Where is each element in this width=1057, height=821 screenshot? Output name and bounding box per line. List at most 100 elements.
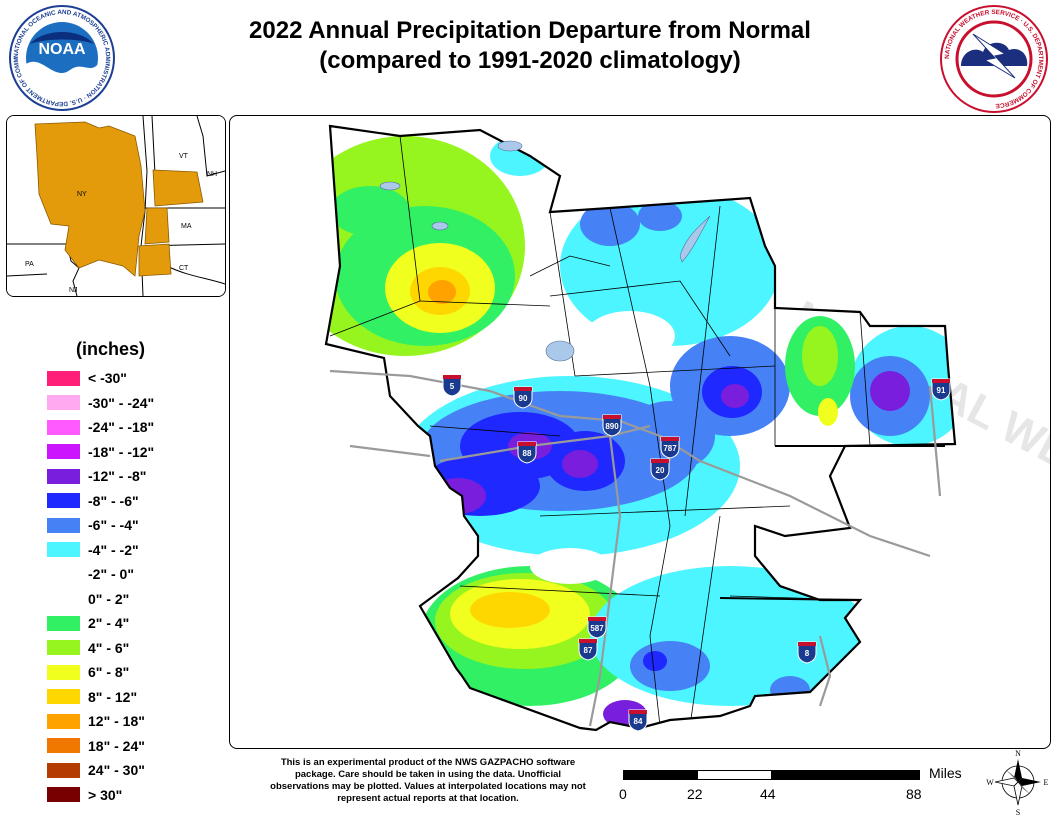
compass-w: W [986, 778, 994, 787]
legend-label: 6" - 8" [88, 664, 130, 680]
legend-swatch [47, 517, 80, 533]
legend-swatch [47, 419, 80, 435]
interstate-shield-label: 587 [590, 624, 604, 633]
legend-label: -8" - -6" [88, 492, 139, 509]
interstate-shield-label: 787 [663, 444, 677, 453]
legend-swatch [47, 395, 80, 410]
interstate-shield-label: 90 [519, 394, 528, 403]
nws-logo: NATIONAL WEATHER SERVICE · U.S. DEPARTME… [940, 5, 1048, 113]
inset-label-ma: MA [181, 223, 192, 230]
compass-s: S [1016, 808, 1020, 817]
interstate-shield-icon: 587 [587, 616, 607, 639]
legend-item: -4" - -2" [47, 539, 139, 561]
legend-swatch [47, 713, 80, 729]
legend-label: -24" - -18" [88, 419, 155, 435]
inset-label-nh: NH [207, 171, 217, 178]
legend-label: 18" - 24" [88, 737, 145, 754]
legend-swatch [47, 640, 80, 655]
inset-label-vt: VT [179, 153, 189, 160]
noaa-logo: NATIONAL OCEANIC AND ATMOSPHERIC ADMINIS… [8, 4, 115, 111]
interstate-shield-icon: 20 [650, 458, 670, 481]
legend-swatch [47, 664, 80, 680]
disclaimer: This is an experimental product of the N… [270, 757, 586, 804]
legend-label: 24" - 30" [88, 762, 145, 778]
legend-item: 24" - 30" [47, 759, 145, 781]
interstate-shield-icon: 8 [797, 641, 817, 664]
legend-label: -30" - -24" [88, 394, 155, 411]
legend-item: < -30" [47, 367, 127, 389]
interstate-shield-label: 5 [450, 382, 455, 391]
interstate-shield-icon: 890 [602, 414, 622, 437]
legend-label: < -30" [88, 370, 127, 386]
legend-swatch [47, 689, 80, 704]
legend-label: 2" - 4" [88, 615, 130, 631]
legend-swatch [47, 493, 80, 508]
legend-swatch [47, 738, 80, 753]
interstate-shield-label: 890 [605, 422, 619, 431]
legend-item: 18" - 24" [47, 735, 145, 757]
legend-swatch [47, 762, 80, 778]
interstate-shield-icon: 90 [513, 386, 533, 409]
legend-label: 4" - 6" [88, 639, 130, 656]
interstate-shield-label: 87 [584, 646, 593, 655]
scale-tick-88: 88 [906, 786, 922, 802]
legend-swatch [47, 370, 80, 386]
legend-swatch [47, 787, 80, 802]
interstate-shield-icon: 91 [931, 378, 951, 401]
noaa-center-text: NOAA [38, 41, 86, 58]
legend-item: 2" - 4" [47, 612, 129, 634]
legend-item: -2" - 0" [47, 563, 134, 585]
legend-label: 12" - 18" [88, 713, 145, 729]
legend-label: -18" - -12" [88, 443, 155, 460]
inset-ny-highlight [34, 121, 146, 277]
scale-tick-22: 22 [687, 786, 703, 802]
legend-item: -12" - -8" [47, 465, 146, 487]
legend-item: > 30" [47, 784, 122, 806]
compass-rose-icon: N S E W [986, 749, 1049, 817]
legend-swatch [47, 542, 80, 557]
legend-item: 12" - 18" [47, 710, 145, 732]
inset-label-nj: NJ [69, 287, 78, 294]
interstate-shield-label: 91 [937, 386, 946, 395]
map-title: 2022 Annual Precipitation Departure from… [249, 17, 811, 44]
legend-label: > 30" [88, 786, 123, 803]
legend-item: 4" - 6" [47, 637, 129, 659]
legend-item: 8" - 12" [47, 686, 137, 708]
legend-item: -8" - -6" [47, 490, 139, 512]
inset-label-ny: NY [77, 191, 87, 198]
legend-item: 0" - 2" [47, 588, 129, 610]
inset-locator-map: VT NH NY MA CT PA NJ [6, 115, 226, 297]
legend-label: -2" - 0" [88, 566, 134, 582]
legend-item: -30" - -24" [47, 392, 154, 414]
legend-item: -24" - -18" [47, 416, 154, 438]
scale-tick-0: 0 [619, 786, 627, 802]
legend-title: (inches) [76, 339, 146, 359]
interstate-shield-icon: 787 [660, 436, 680, 459]
interstate-shield-label: 84 [634, 717, 643, 726]
legend-item: -6" - -4" [47, 514, 139, 536]
interstate-shield-icon: 84 [628, 709, 648, 732]
legend-label: -4" - -2" [88, 541, 139, 558]
legend-swatch [47, 615, 80, 631]
interstate-shield-icon: 87 [578, 638, 598, 661]
scale-tick-44: 44 [760, 786, 776, 802]
scale-bar [623, 770, 920, 780]
map-subtitle: (compared to 1991-2020 climatology) [319, 47, 741, 74]
legend-swatch [47, 566, 80, 582]
interstate-shield-icon: 5 [442, 374, 462, 397]
legend-swatch [47, 591, 80, 606]
legend-swatch [47, 444, 80, 459]
interstate-shield-label: 20 [656, 466, 665, 475]
compass-e: E [1044, 778, 1049, 787]
legend-label: -12" - -8" [88, 468, 147, 484]
inset-label-ct: CT [179, 265, 189, 272]
interstate-shield-label: 88 [523, 449, 532, 458]
inset-map-graphic: VT NH NY MA CT PA NJ [7, 116, 225, 296]
interstate-shield-label: 8 [805, 649, 810, 658]
compass-n: N [1015, 749, 1021, 758]
precip-departure-map: NATIONAL WEATHER SERVICE [324, 124, 1050, 732]
legend-swatch [47, 468, 80, 484]
legend-label: -6" - -4" [88, 517, 139, 533]
interstate-shield-icon: 88 [517, 441, 537, 464]
legend-label: 0" - 2" [88, 590, 130, 607]
